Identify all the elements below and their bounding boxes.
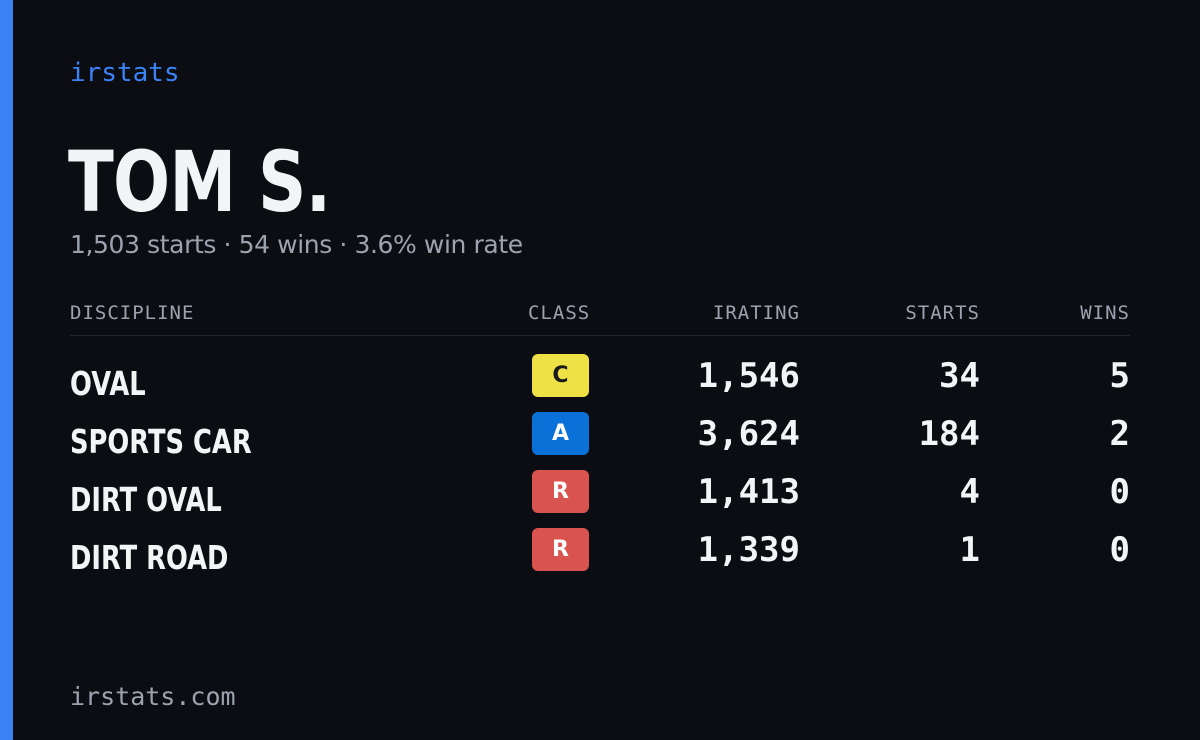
class-badge: A [532,412,589,455]
table-row: DIRT OVAL R 1,413 4 0 [70,470,1130,519]
table-row: SPORTS CAR A 3,624 184 2 [70,412,1130,461]
discipline-name: DIRT ROAD [70,538,229,577]
class-badge: R [532,470,589,513]
starts-value: 4 [959,472,980,512]
discipline-name: OVAL [70,364,146,403]
wins-value: 0 [1109,472,1130,512]
discipline-name: SPORTS CAR [70,422,252,461]
wins-value: 2 [1109,414,1130,454]
header-starts: STARTS [905,302,980,324]
starts-value: 34 [939,356,980,396]
irating-value: 1,339 [697,530,800,570]
header-irating: IRATING [712,302,800,324]
discipline-name: DIRT OVAL [70,480,222,519]
brand-logo[interactable]: irstats [70,58,180,88]
irating-value: 1,546 [697,356,800,396]
starts-value: 184 [918,414,980,454]
wins-value: 0 [1109,530,1130,570]
accent-bar [0,0,13,740]
header-class: CLASS [528,302,591,324]
stats-table-header: DISCIPLINE CLASS IRATING STARTS WINS [70,300,1130,336]
class-badge: R [532,528,589,571]
class-badge: C [532,354,589,397]
wins-value: 5 [1109,356,1130,396]
header-discipline: DISCIPLINE [70,302,195,324]
player-name: TOM S. [68,133,331,231]
header-wins: WINS [1080,302,1130,324]
starts-value: 1 [959,530,980,570]
irating-value: 3,624 [697,414,800,454]
table-row: OVAL C 1,546 34 5 [70,354,1130,403]
player-summary: 1,503 starts · 54 wins · 3.6% win rate [70,230,523,259]
irating-value: 1,413 [697,472,800,512]
footer-url[interactable]: irstats.com [70,682,236,711]
table-row: DIRT ROAD R 1,339 1 0 [70,528,1130,577]
